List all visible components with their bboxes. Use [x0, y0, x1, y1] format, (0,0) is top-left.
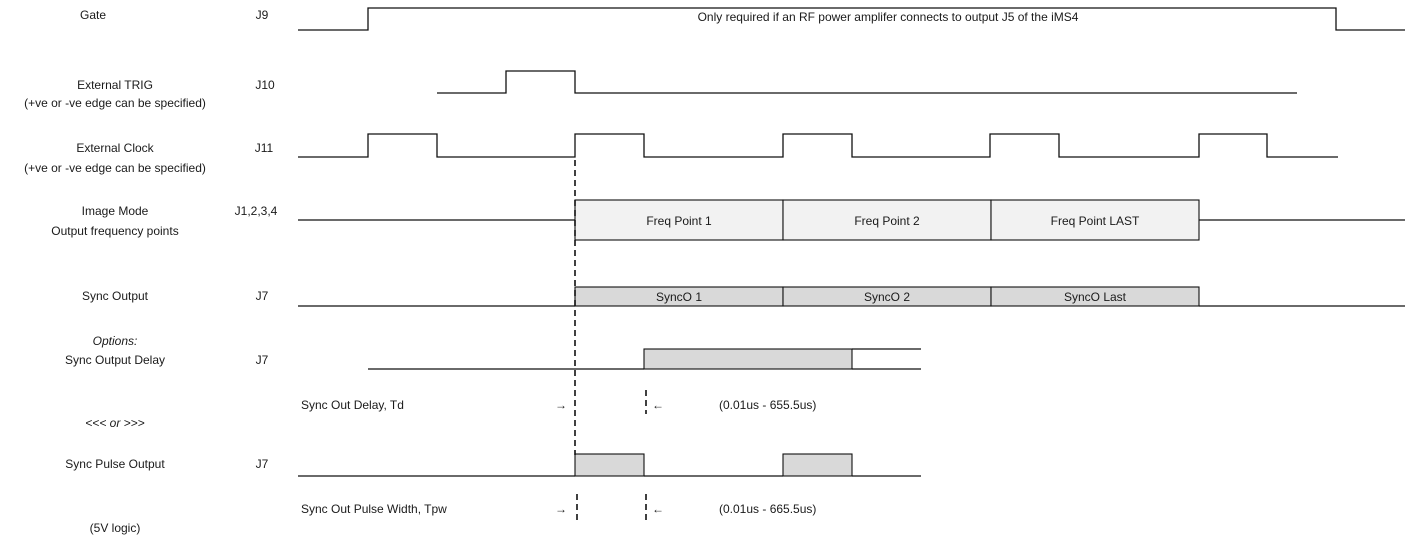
sync-pulse-2-box — [782, 453, 853, 477]
or-label: <<< or >>> — [85, 416, 144, 430]
freq-point-1-label: Freq Point 1 — [646, 214, 712, 228]
pulse-label: Sync Pulse Output — [65, 457, 165, 471]
delay-pin: J7 — [256, 353, 269, 367]
sync-pulse-1-box — [574, 453, 645, 477]
clock-label-note: (+ve or -ve edge can be specified) — [24, 161, 206, 175]
synco-1-label: SyncO 1 — [656, 290, 702, 304]
gate-note: Only required if an RF power amplifer co… — [698, 10, 1079, 24]
sync-label: Sync Output — [82, 289, 149, 303]
trig-pin: J10 — [255, 78, 275, 92]
pulse-arrow-right: → — [555, 502, 567, 516]
freq-point-2-box — [782, 199, 992, 241]
pulse-range: (0.01us - 665.5us) — [719, 502, 816, 516]
freq-point-1-box — [574, 199, 784, 241]
image-pin: J1,2,3,4 — [235, 204, 278, 218]
freq-point-last-label: Freq Point LAST — [1051, 214, 1140, 228]
freq-point-last-box — [990, 199, 1200, 241]
delay-pulse-box — [643, 348, 853, 370]
gate-waveform — [298, 7, 1405, 31]
clock-waveform — [298, 133, 1338, 158]
sync-pin: J7 — [256, 289, 269, 303]
delay-annotation-label: Sync Out Delay, Td — [301, 398, 404, 412]
trig-label-note: (+ve or -ve edge can be specified) — [24, 96, 206, 110]
synco-2-label: SyncO 2 — [864, 290, 910, 304]
pulse-arrow-left: ← — [652, 502, 664, 516]
pulse-pin: J7 — [256, 457, 269, 471]
trig-label: External TRIG — [77, 78, 153, 92]
pulse-annotation-label: Sync Out Pulse Width, Tpw — [301, 502, 447, 516]
clock-pin: J11 — [255, 141, 274, 155]
synco-last-label: SyncO Last — [1064, 290, 1127, 304]
image-label: Image Mode — [82, 204, 149, 218]
image-label-note: Output frequency points — [51, 224, 178, 238]
delay-arrow-right: → — [555, 398, 567, 412]
gate-pin: J9 — [256, 8, 269, 22]
logic-note: (5V logic) — [90, 521, 141, 535]
synco-last-box — [990, 286, 1200, 307]
trig-waveform — [437, 70, 1297, 94]
options-label: Options: — [93, 334, 138, 348]
delay-range: (0.01us - 655.5us) — [719, 398, 816, 412]
delay-arrow-left: ← — [652, 398, 664, 412]
delay-label: Sync Output Delay — [65, 353, 165, 367]
clock-label: External Clock — [76, 141, 154, 155]
freq-point-2-label: Freq Point 2 — [854, 214, 920, 228]
gate-label: Gate — [80, 8, 106, 22]
